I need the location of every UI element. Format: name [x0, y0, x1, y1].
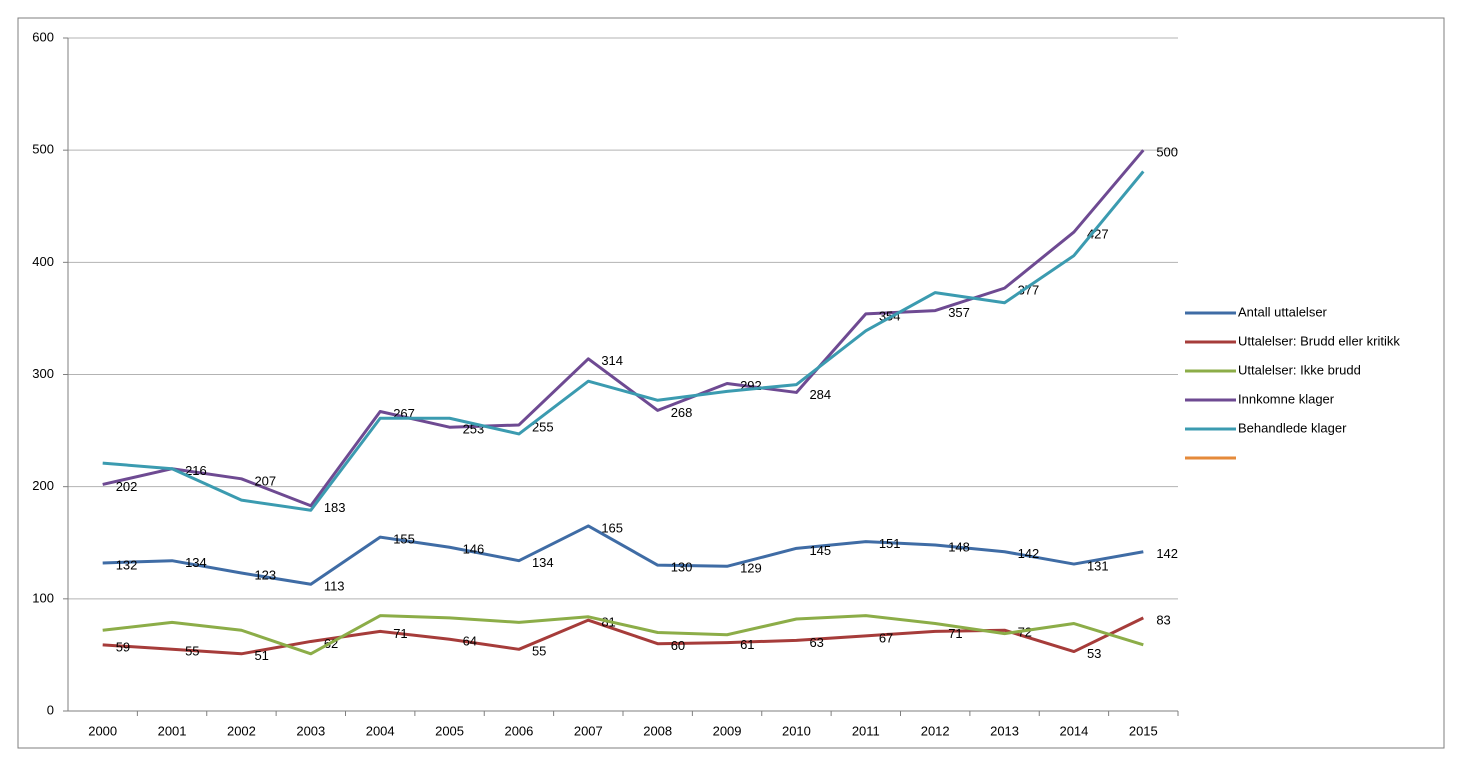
chart-frame	[17, 17, 1445, 749]
data-label: 59	[116, 639, 130, 654]
x-tick-label: 2011	[852, 723, 880, 738]
data-label: 63	[809, 635, 823, 650]
x-tick-label: 2001	[158, 723, 187, 738]
data-label: 131	[1087, 558, 1109, 573]
data-label: 51	[254, 648, 268, 663]
data-label: 129	[740, 561, 762, 576]
legend-label: Behandlede klager	[1238, 420, 1347, 435]
x-tick-label: 2003	[296, 723, 325, 738]
data-label: 377	[1018, 283, 1040, 298]
legend-label: Innkomne klager	[1238, 391, 1335, 406]
y-tick-label: 200	[32, 478, 54, 493]
x-tick-label: 2009	[713, 723, 742, 738]
data-label: 427	[1087, 226, 1109, 241]
data-label: 165	[601, 520, 623, 535]
y-tick-label: 500	[32, 142, 54, 157]
data-label: 148	[948, 539, 970, 554]
legend-label: Antall uttalelser	[1238, 304, 1328, 319]
data-label: 134	[532, 555, 554, 570]
data-label: 202	[116, 479, 138, 494]
data-label: 55	[532, 644, 546, 659]
data-label: 113	[324, 579, 345, 594]
data-label: 155	[393, 532, 415, 547]
x-tick-label: 2006	[504, 723, 533, 738]
data-label: 134	[185, 555, 207, 570]
data-label: 61	[740, 637, 754, 652]
data-label: 71	[393, 626, 407, 641]
x-tick-label: 2007	[574, 723, 603, 738]
x-tick-label: 2002	[227, 723, 256, 738]
data-label: 67	[879, 630, 893, 645]
x-tick-label: 2015	[1129, 723, 1158, 738]
x-tick-label: 2014	[1059, 723, 1088, 738]
y-tick-label: 100	[32, 590, 54, 605]
series-line	[102, 149, 1145, 508]
data-label: 255	[532, 419, 554, 434]
y-tick-label: 600	[32, 29, 54, 44]
data-label: 146	[463, 542, 485, 557]
data-label: 132	[116, 557, 138, 572]
data-label: 60	[671, 638, 685, 653]
data-label: 71	[948, 626, 962, 641]
x-tick-label: 2000	[88, 723, 117, 738]
series-line	[102, 616, 1144, 656]
data-label: 500	[1156, 145, 1178, 160]
data-label: 142	[1018, 546, 1040, 561]
x-tick-label: 2012	[921, 723, 950, 738]
legend-label: Uttalelser: Ikke brudd	[1238, 362, 1361, 377]
x-tick-label: 2013	[990, 723, 1019, 738]
data-label: 142	[1156, 546, 1178, 561]
series-line	[102, 614, 1144, 656]
data-label: 64	[463, 634, 477, 649]
data-label: 145	[809, 543, 831, 558]
data-label: 151	[879, 536, 901, 551]
data-label: 357	[948, 305, 970, 320]
x-tick-label: 2005	[435, 723, 464, 738]
data-label: 55	[185, 644, 199, 659]
data-label: 314	[601, 353, 623, 368]
data-label: 72	[1018, 625, 1032, 640]
series-line	[102, 170, 1145, 512]
series-line	[102, 524, 1144, 586]
data-label: 268	[671, 405, 693, 420]
data-label: 284	[809, 387, 831, 402]
data-label: 183	[324, 500, 346, 515]
x-tick-label: 2010	[782, 723, 811, 738]
data-label: 207	[254, 473, 276, 488]
data-label: 130	[671, 560, 693, 575]
x-tick-label: 2008	[643, 723, 672, 738]
y-tick-label: 300	[32, 366, 54, 381]
x-tick-label: 2004	[366, 723, 395, 738]
data-label: 216	[185, 463, 207, 478]
legend-label: Uttalelser: Brudd eller kritikk	[1238, 333, 1400, 348]
y-tick-label: 400	[32, 254, 54, 269]
y-tick-label: 0	[47, 702, 54, 717]
data-label: 123	[254, 567, 276, 582]
data-label: 53	[1087, 646, 1101, 661]
data-label: 83	[1156, 612, 1170, 627]
